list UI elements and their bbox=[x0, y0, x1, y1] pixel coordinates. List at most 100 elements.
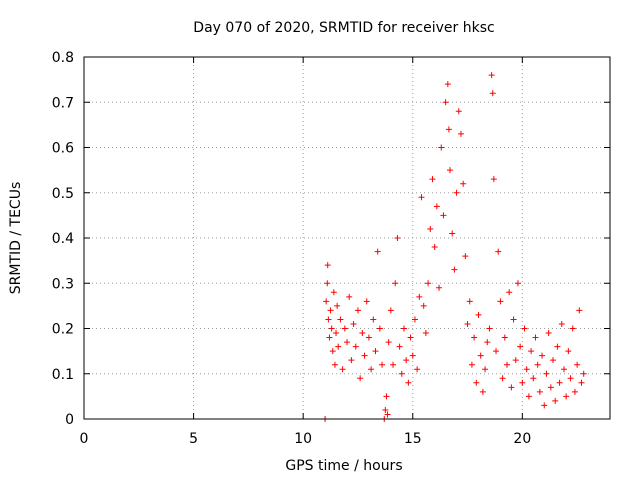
x-tick-label: 15 bbox=[404, 431, 422, 447]
data-point bbox=[429, 176, 436, 183]
data-point bbox=[503, 361, 510, 368]
data-point bbox=[497, 298, 504, 305]
data-point bbox=[354, 307, 361, 314]
data-point bbox=[512, 357, 519, 364]
data-point bbox=[514, 280, 521, 287]
data-point bbox=[455, 108, 462, 115]
data-point bbox=[416, 293, 423, 300]
data-point bbox=[574, 361, 581, 368]
data-point bbox=[539, 352, 546, 359]
data-point bbox=[519, 379, 526, 386]
data-point bbox=[425, 280, 432, 287]
data-point bbox=[325, 316, 332, 323]
data-point bbox=[445, 126, 452, 133]
y-tick-label: 0.6 bbox=[52, 141, 74, 157]
data-point bbox=[475, 311, 482, 318]
data-point bbox=[376, 325, 383, 332]
y-tick-label: 0.7 bbox=[52, 95, 74, 111]
data-point bbox=[398, 370, 405, 377]
chart-title: Day 070 of 2020, SRMTID for receiver hks… bbox=[193, 20, 494, 36]
data-point bbox=[536, 388, 543, 395]
data-point bbox=[554, 343, 561, 350]
data-point bbox=[385, 339, 392, 346]
data-point bbox=[580, 370, 587, 377]
data-point bbox=[436, 284, 443, 291]
data-point bbox=[501, 334, 508, 341]
y-tick-label: 0.2 bbox=[52, 322, 74, 338]
data-point bbox=[403, 357, 410, 364]
data-point bbox=[372, 348, 379, 355]
data-point bbox=[510, 316, 517, 323]
data-point bbox=[532, 334, 539, 341]
data-point bbox=[499, 375, 506, 382]
data-point bbox=[400, 325, 407, 332]
data-point bbox=[346, 293, 353, 300]
data-point bbox=[462, 253, 469, 260]
data-point bbox=[488, 72, 495, 79]
data-point bbox=[405, 379, 412, 386]
plot-frame bbox=[83, 56, 611, 420]
data-point bbox=[471, 334, 478, 341]
data-point bbox=[390, 361, 397, 368]
y-tick-label: 0.8 bbox=[52, 50, 74, 66]
y-tick-label: 0 bbox=[65, 412, 74, 428]
data-point bbox=[550, 357, 557, 364]
data-point bbox=[569, 325, 576, 332]
data-point bbox=[350, 320, 357, 327]
data-point bbox=[442, 99, 449, 106]
data-point bbox=[384, 411, 391, 418]
data-point bbox=[541, 402, 548, 409]
data-point bbox=[545, 330, 552, 337]
data-point bbox=[495, 248, 502, 255]
data-point bbox=[409, 352, 416, 359]
data-point bbox=[558, 320, 565, 327]
data-point bbox=[451, 266, 458, 273]
y-tick-label: 0.1 bbox=[52, 367, 74, 383]
data-point bbox=[440, 212, 447, 219]
data-point bbox=[368, 366, 375, 373]
data-point bbox=[331, 361, 338, 368]
data-point bbox=[484, 339, 491, 346]
data-point bbox=[365, 334, 372, 341]
data-point bbox=[323, 298, 330, 305]
data-point bbox=[530, 375, 537, 382]
data-point bbox=[341, 325, 348, 332]
data-point bbox=[447, 167, 454, 174]
data-point bbox=[379, 361, 386, 368]
data-point bbox=[444, 81, 451, 88]
data-point bbox=[396, 343, 403, 350]
data-point bbox=[506, 289, 513, 296]
data-point bbox=[324, 262, 331, 269]
x-tick-label: 0 bbox=[80, 431, 89, 447]
data-point bbox=[517, 343, 524, 350]
data-point bbox=[344, 339, 350, 346]
y-tick-label: 0.3 bbox=[52, 276, 74, 292]
data-point bbox=[357, 375, 364, 382]
x-axis-label: GPS time / hours bbox=[285, 458, 402, 474]
data-point bbox=[392, 280, 399, 287]
data-point bbox=[460, 180, 467, 187]
data-point bbox=[438, 144, 445, 151]
x-tick-label: 10 bbox=[294, 431, 312, 447]
data-point bbox=[330, 289, 337, 296]
data-point bbox=[565, 348, 572, 355]
data-point bbox=[560, 366, 567, 373]
data-point bbox=[493, 348, 500, 355]
data-point bbox=[508, 384, 515, 391]
data-point bbox=[374, 248, 381, 255]
data-point bbox=[534, 361, 541, 368]
data-point bbox=[427, 225, 434, 232]
data-point bbox=[449, 230, 456, 237]
data-point bbox=[556, 379, 563, 386]
data-point bbox=[489, 90, 496, 97]
data-point bbox=[578, 379, 585, 386]
data-point bbox=[482, 366, 489, 373]
data-point bbox=[521, 325, 528, 332]
data-point bbox=[324, 280, 331, 287]
data-point bbox=[394, 235, 401, 241]
data-point bbox=[422, 330, 429, 337]
data-point bbox=[337, 316, 344, 323]
y-tick-label: 0.4 bbox=[52, 231, 74, 247]
data-point bbox=[327, 307, 334, 314]
